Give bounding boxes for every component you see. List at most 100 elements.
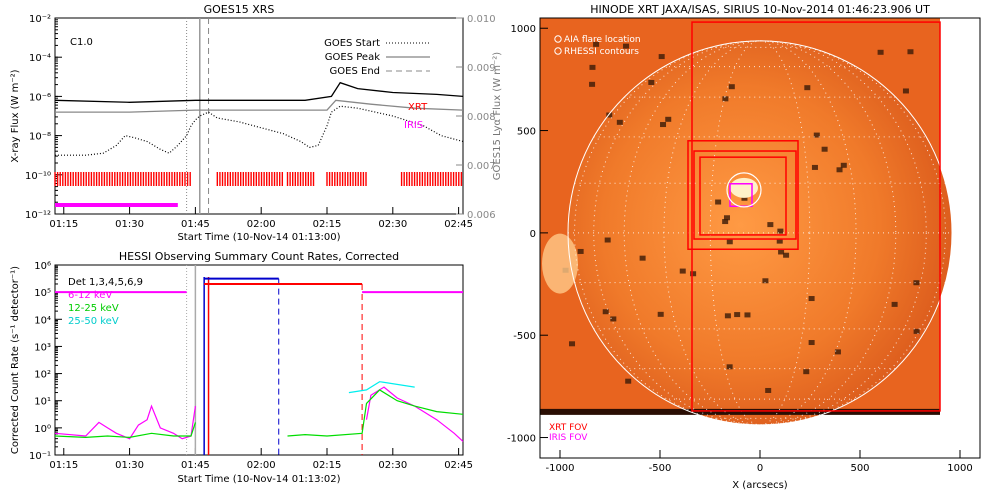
xrt-dark-pixel <box>741 195 748 201</box>
rhessi-marker-icon <box>554 47 562 55</box>
xrt-dark-pixel <box>834 349 841 355</box>
hessi-series-line-0 <box>365 386 464 442</box>
goes-y2-axis-label: GOES15 Lyα Flux (W m⁻²) <box>492 52 503 180</box>
xrt-legend-iris-fov: IRIS FOV <box>549 433 588 443</box>
xrt-y-tick-label: -500 <box>513 331 536 342</box>
goes-event-markers <box>186 18 210 214</box>
xrt-dark-pixel <box>660 122 667 128</box>
xrt-title: HINODE XRT JAXA/ISAS, SIRIUS 10-Nov-2014… <box>590 3 930 16</box>
hessi-y-tick-label: 10⁻¹ <box>29 451 51 462</box>
goes-x-ticks: 01:15 01:30 01:45 02:00 02:15 02:30 02:45 <box>49 207 473 230</box>
goes-x-tick-label: 02:45 <box>444 219 473 230</box>
goes-y-tick-label: 10⁻¹² <box>25 210 51 221</box>
xrt-dark-pixel <box>679 268 686 274</box>
hessi-x-ticks: 01:15 01:30 01:45 02:00 02:15 02:30 02:45 <box>49 448 473 471</box>
xrt-dark-pixel <box>657 311 664 317</box>
goes-iris-label: IRIS <box>404 120 423 131</box>
hessi-series-line-1 <box>287 389 464 437</box>
xrt-dark-pixel <box>765 387 772 393</box>
xrt-dark-pixel <box>778 249 785 255</box>
goes-series <box>54 81 464 156</box>
hessi-y-tick-label: 10² <box>34 370 51 381</box>
xrt-dark-pixel <box>734 312 741 318</box>
longitude-line <box>623 40 897 426</box>
goes-series-line-0 <box>54 81 464 103</box>
goes-y-tick-label: 10⁻⁴ <box>29 53 51 64</box>
xrt-dark-pixel <box>604 237 611 243</box>
xrt-dark-pixel <box>726 364 733 370</box>
xrt-dark-pixel <box>913 280 920 286</box>
xrt-legend-xrt-fov: XRT FOV <box>549 423 588 433</box>
xrt-top-legend: AIA flare location RHESSI contours <box>554 35 641 57</box>
xrt-x-tick-label: 500 <box>850 463 869 474</box>
hessi-title: HESSI Observing Summary Count Rates, Cor… <box>119 250 399 263</box>
xrt-y-tick-label: 0 <box>530 229 536 240</box>
legend-goes-start: GOES Start <box>324 38 380 49</box>
goes-y2-ticks: 0.010 0.009 0.008 0.007 0.006 <box>456 14 496 221</box>
xrt-dark-pixel <box>907 49 914 55</box>
xrt-dark-pixel <box>891 301 898 307</box>
xrt-x-axis-label: X (arcsecs) <box>732 480 788 491</box>
xrt-dark-pixel <box>744 312 751 318</box>
goes-x-axis-label: Start Time (10-Nov-14 01:13:00) <box>177 232 340 243</box>
xrt-fov-box-1 <box>693 150 797 240</box>
goes-legend: GOES Start GOES Peak GOES End <box>324 38 430 77</box>
hessi-vertical-lines <box>186 265 363 455</box>
xrt-fov-box-2 <box>699 156 787 236</box>
goes-y-tick-label: 10⁻⁶ <box>29 92 51 103</box>
xrt-plot-border <box>539 17 981 459</box>
goes-y-tick-label: 10⁻² <box>29 14 51 25</box>
hessi-x-tick-label: 01:15 <box>49 460 78 471</box>
xrt-dark-pixel <box>877 49 884 55</box>
hessi-x-tick-label: 02:00 <box>247 460 276 471</box>
xrt-dark-pixel <box>724 313 731 319</box>
xrt-dark-bottom-edge <box>540 408 940 415</box>
xrt-dark-pixel <box>811 164 818 170</box>
goes-y2-tick-label: 0.008 <box>467 112 496 123</box>
xrt-dark-pixel <box>606 112 613 118</box>
xrt-dark-pixel <box>723 215 730 221</box>
xrt-dark-pixel <box>648 79 655 85</box>
hessi-y-ticks: 10⁶ 10⁵ 10⁴ 10³ 10² 10¹ 10⁰ 10⁻¹ <box>29 261 62 462</box>
hessi-x-tick-label: 01:45 <box>181 460 210 471</box>
hessi-y-axis-label: Corrected Count Rate (s⁻¹ detector⁻¹) <box>10 266 21 454</box>
xrt-x-tick-label: -500 <box>649 463 672 474</box>
limb-bright-patch <box>542 233 578 294</box>
goes-x-tick-label: 02:15 <box>313 219 342 230</box>
xrt-legend-rhessi: RHESSI contours <box>564 47 639 57</box>
hessi-series <box>54 381 464 442</box>
goes-series-line-2 <box>55 105 464 156</box>
hessi-series-line-1 <box>54 422 196 439</box>
hessi-legend-6-12: 6-12 keV <box>68 290 112 301</box>
longitude-line <box>593 40 927 426</box>
longitude-line <box>663 40 857 426</box>
xrt-dark-pixel <box>690 271 697 277</box>
xrt-legend-aia: AIA flare location <box>564 35 641 45</box>
xrt-dark-pixel <box>804 85 811 91</box>
goes-x-tick-label: 01:15 <box>49 219 78 230</box>
xrt-dark-pixel <box>602 309 609 315</box>
hessi-plot-frame <box>54 264 464 456</box>
hessi-x-tick-label: 01:30 <box>115 460 144 471</box>
xrt-y-tick-label: 500 <box>517 127 536 138</box>
xrt-solar-image <box>540 18 952 425</box>
goes-xrs-chart: GOES15 XRS C1.0 10⁻²10⁻⁴10⁻⁶10⁻⁸10⁻¹⁰10⁻… <box>10 3 503 243</box>
aia-marker-icon <box>554 35 562 43</box>
goes-series-line-1 <box>55 99 464 113</box>
xrt-dark-pixel <box>722 96 729 102</box>
goes-class-label: C1.0 <box>70 37 93 48</box>
hessi-y-tick-label: 10¹ <box>34 397 51 408</box>
xrt-x-tick-label: -1000 <box>545 463 574 474</box>
xrt-dark-pixel <box>821 146 828 152</box>
hessi-y-tick-label: 10⁰ <box>34 424 51 435</box>
xrt-y-tick-label: 1000 <box>511 24 536 35</box>
xrt-dark-pixel <box>658 54 665 60</box>
flare-bright-patch <box>730 177 758 198</box>
xrt-dark-pixel <box>836 167 843 173</box>
xrt-dark-pixel <box>569 341 576 347</box>
goes-y2-tick-label: 0.010 <box>467 14 496 25</box>
xrt-dark-pixel <box>776 238 783 244</box>
goes-x-tick-label: 02:00 <box>247 219 276 230</box>
xrt-x-tick-label: 1000 <box>947 463 972 474</box>
